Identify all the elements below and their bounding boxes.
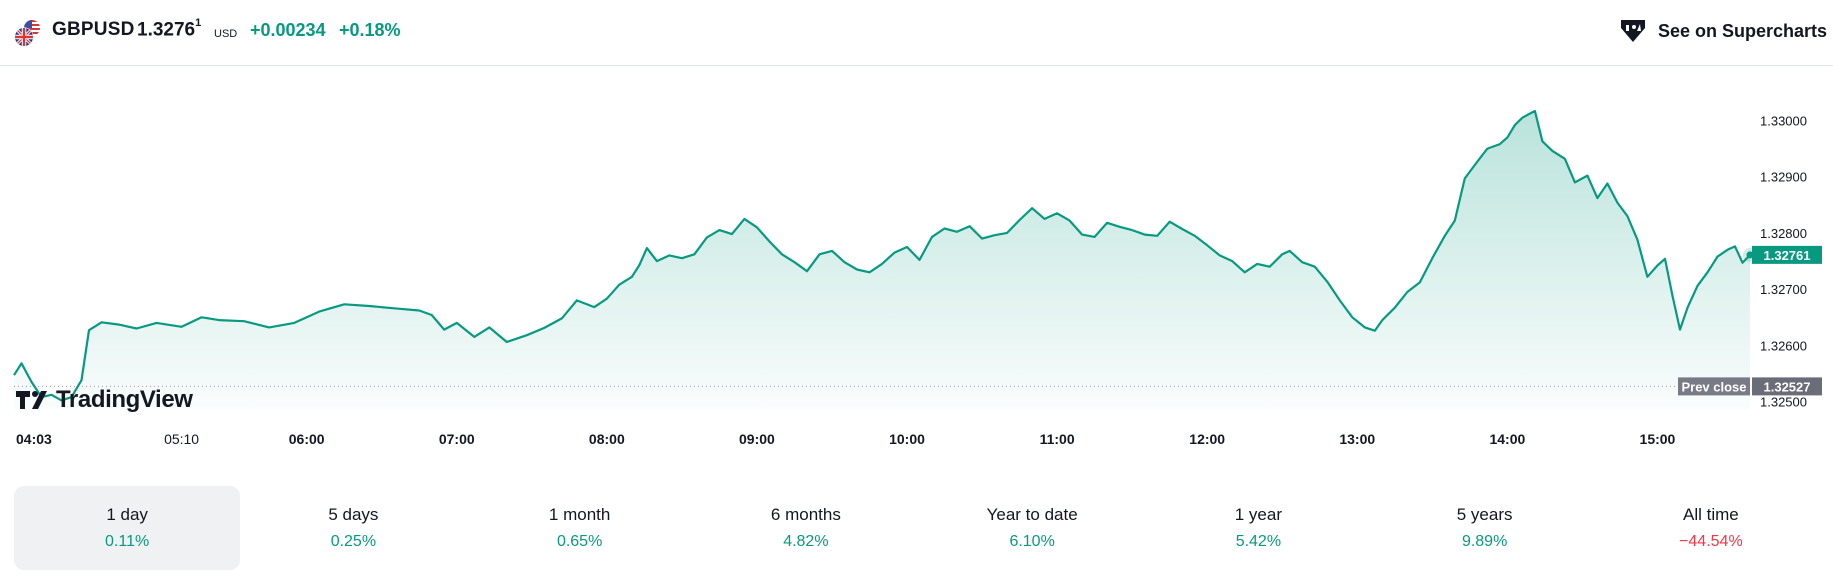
y-tick-label: 1.32600 xyxy=(1760,338,1807,353)
period-change: 9.89% xyxy=(1461,533,1508,550)
price-main: 1.3276 xyxy=(137,19,196,41)
tradingview-logo[interactable]: TradingView xyxy=(16,386,193,414)
period-change: 0.25% xyxy=(330,533,377,550)
period-label: 5 years xyxy=(1456,505,1513,524)
last-price-dot xyxy=(1746,251,1754,259)
period-change: 4.82% xyxy=(783,533,829,550)
period-tab-6[interactable]: 5 years 9.89% xyxy=(1372,486,1598,570)
x-tick-label: 08:00 xyxy=(589,431,625,447)
period-change: −44.54% xyxy=(1679,533,1743,550)
supercharts-label: See on Supercharts xyxy=(1657,20,1827,41)
period-change: 5.42% xyxy=(1235,533,1282,550)
tradingview-logo-text: TradingView xyxy=(56,386,193,413)
price-change-percent: +0.18% xyxy=(339,20,401,40)
x-tick-label: 14:00 xyxy=(1489,431,1525,447)
period-label: 1 day xyxy=(106,505,148,524)
y-tick-label: 1.33000 xyxy=(1760,114,1807,129)
period-selector: 1 day 0.11% 5 days 0.25% 1 month 0.65% 6 month… xyxy=(14,486,1824,570)
x-tick-label: 04:03 xyxy=(16,431,52,447)
y-tick-label: 1.32800 xyxy=(1760,226,1807,241)
period-label: 1 year xyxy=(1234,505,1282,524)
y-tick-label: 1.32900 xyxy=(1760,170,1807,185)
price-change: +0.00234 xyxy=(250,20,326,40)
x-tick-label: 10:00 xyxy=(889,431,925,447)
period-change: 6.10% xyxy=(1009,533,1055,550)
period-label: All time xyxy=(1683,505,1739,524)
last-price-badge: 1.32761 xyxy=(1764,248,1811,263)
price-area-fill xyxy=(14,111,1750,410)
price-superscript: 1 xyxy=(195,17,202,29)
prev-close-value: 1.32527 xyxy=(1764,379,1811,394)
price-chart[interactable]: 1.33000 1.32900 1.32800 1.32700 1.32600 1.325… xyxy=(0,66,1833,466)
period-label: 5 days xyxy=(328,505,379,524)
currency-label: USD xyxy=(214,28,238,40)
period-label: Year to date xyxy=(986,505,1078,524)
see-on-supercharts-button[interactable]: See on Supercharts xyxy=(1618,14,1827,48)
last-price-badge-bg xyxy=(1752,245,1822,264)
period-tab-5[interactable]: 1 year 5.42% xyxy=(1145,486,1371,570)
period-tab-7[interactable]: All time −44.54% xyxy=(1598,486,1824,570)
period-label: 6 months xyxy=(770,505,841,524)
y-tick-label: 1.32700 xyxy=(1760,282,1807,297)
tradingview-tv-icon xyxy=(16,391,47,409)
current-price: 1.32761 xyxy=(137,17,202,41)
x-tick-label: 15:00 xyxy=(1640,431,1676,447)
x-tick-label: 09:00 xyxy=(739,431,775,447)
prev-close-label: Prev close xyxy=(1681,379,1746,394)
gb-us-flag-icon xyxy=(14,20,40,47)
x-tick-label: 07:00 xyxy=(439,431,475,447)
period-tab-2[interactable]: 1 month 0.65% xyxy=(467,486,693,570)
period-change: 0.65% xyxy=(556,533,603,550)
tradingview-logo-icon xyxy=(1620,20,1645,42)
x-tick-label: 11:00 xyxy=(1040,431,1075,447)
x-tick-label: 13:00 xyxy=(1339,431,1375,447)
y-tick-label: 1.32500 xyxy=(1760,395,1807,410)
period-tab-0[interactable]: 1 day 0.11% xyxy=(14,486,241,570)
period-change: 0.11% xyxy=(105,533,150,550)
period-tab-1[interactable]: 5 days 0.25% xyxy=(240,486,466,570)
header-bar: GBPUSD 1.32761 USD +0.00234 +0.18% See o… xyxy=(0,0,1833,66)
symbol-name[interactable]: GBPUSD xyxy=(52,19,135,40)
period-tab-3[interactable]: 6 months 4.82% xyxy=(693,486,919,570)
x-tick-label: 12:00 xyxy=(1189,431,1225,447)
prev-close-label-bg xyxy=(1678,377,1750,396)
x-tick-label: 06:00 xyxy=(289,431,325,447)
x-tick-label: 05:10 xyxy=(164,431,199,447)
price-line xyxy=(13,109,1751,402)
prev-close-value-bg xyxy=(1752,377,1822,396)
period-label: 1 month xyxy=(548,505,611,524)
period-tab-4[interactable]: Year to date 6.10% xyxy=(919,486,1145,570)
